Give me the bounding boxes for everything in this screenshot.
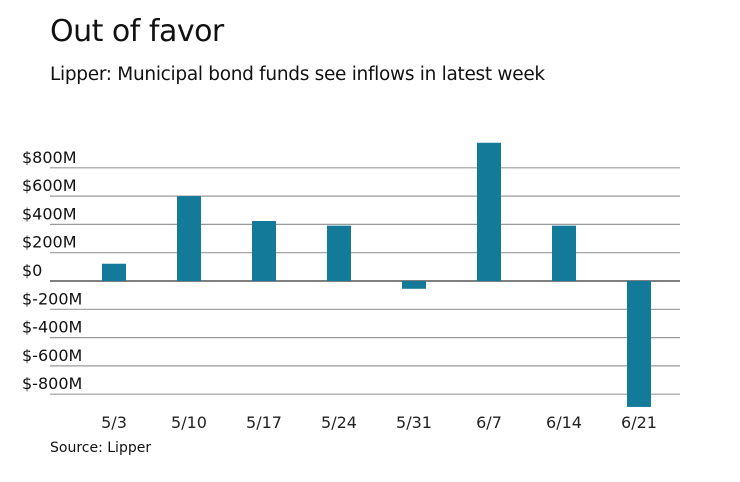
bar-6-7: [477, 142, 501, 281]
y-tick-label: $600M: [22, 176, 77, 195]
source-note: Source: Lipper: [50, 440, 152, 456]
y-tick-label: $-800M: [22, 374, 82, 393]
y-tick-label: $-400M: [22, 318, 82, 337]
bar-6-21: [627, 281, 651, 407]
x-tick-label: 5/10: [171, 413, 207, 432]
gridlines: [50, 167, 680, 395]
x-tick-label: 5/17: [246, 413, 282, 432]
x-tick-label: 5/31: [396, 413, 432, 432]
y-tick-label: $400M: [22, 204, 77, 223]
chart-subtitle: Lipper: Municipal bond funds see inflows…: [50, 64, 545, 85]
bars: [102, 142, 651, 407]
bar-5-24: [327, 225, 351, 281]
bar-5-17: [252, 221, 276, 281]
y-tick-label: $-600M: [22, 346, 82, 365]
y-axis-ticks: $800M $600M $400M $200M $0 $-200M $-400M $-600M…: [22, 148, 82, 393]
bar-5-31: [402, 281, 426, 289]
y-tick-label: $800M: [22, 148, 77, 167]
y-tick-label: $200M: [22, 233, 77, 252]
x-tick-label: 6/21: [621, 413, 657, 432]
y-tick-label: $0: [22, 261, 42, 280]
bar-5-3: [102, 263, 126, 281]
bar-5-10: [177, 196, 201, 281]
x-tick-label: 6/14: [546, 413, 582, 432]
bar-6-14: [552, 225, 576, 281]
y-tick-label: $-200M: [22, 289, 82, 308]
x-tick-label: 5/24: [321, 413, 357, 432]
x-tick-label: 6/7: [476, 413, 502, 432]
x-axis-ticks: 5/3 5/10 5/17 5/24 5/31 6/7 6/14 6/21: [101, 413, 657, 432]
chart-title: Out of favor: [50, 14, 224, 49]
x-tick-label: 5/3: [101, 413, 127, 432]
